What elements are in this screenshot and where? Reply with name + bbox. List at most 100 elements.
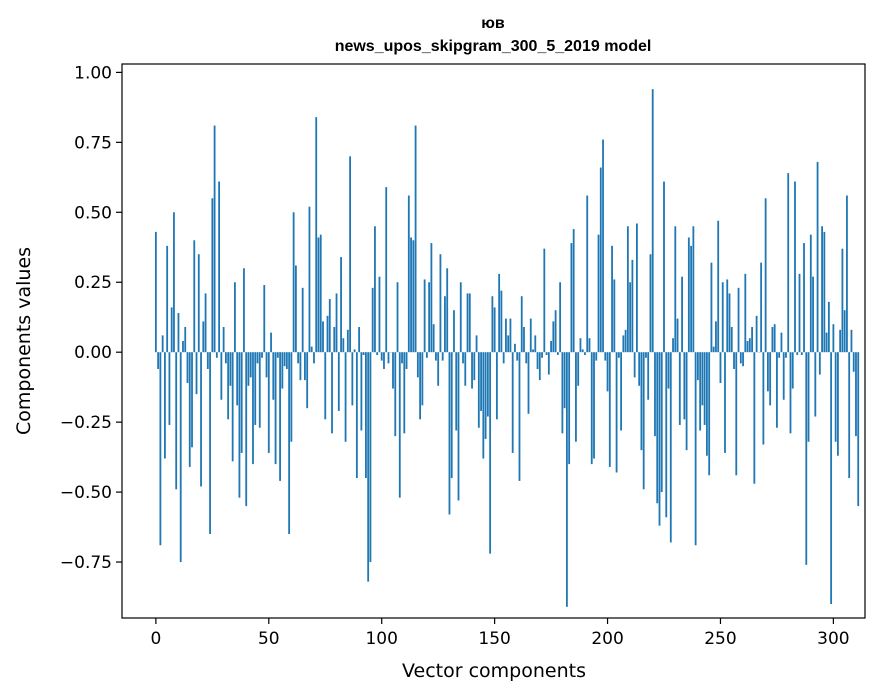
bar-221 [654, 352, 656, 437]
bar-29 [220, 352, 223, 400]
bar-234 [683, 352, 686, 420]
bar-149 [491, 296, 494, 353]
bar-111 [405, 352, 408, 369]
bar-200 [606, 352, 609, 392]
bar-31 [224, 352, 227, 364]
bar-43 [252, 352, 254, 465]
bar-225 [663, 181, 665, 353]
bar-2 [159, 352, 162, 546]
bar-189 [581, 349, 584, 353]
bar-77 [328, 299, 331, 353]
x-tick-label: 250 [704, 629, 736, 649]
bar-176 [552, 321, 555, 353]
bar-219 [649, 254, 652, 353]
bar-171 [541, 352, 543, 358]
bar-1 [157, 352, 160, 369]
bar-87 [351, 352, 354, 406]
bar-132 [453, 310, 455, 353]
bar-186 [575, 352, 577, 442]
bar-207 [622, 335, 625, 353]
bar-54 [276, 352, 279, 358]
bar-47 [261, 352, 263, 358]
bar-108 [398, 352, 401, 498]
bar-28 [218, 181, 221, 353]
bar-183 [568, 352, 571, 465]
bar-281 [789, 352, 792, 434]
bar-296 [823, 231, 826, 353]
bar-114 [412, 240, 415, 353]
y-axis: −0.75 −0.50 −0.25 0.00 0.25 0.50 0.75 1.00 [60, 63, 122, 573]
bar-228 [669, 352, 672, 543]
x-tick-label: 100 [365, 629, 397, 649]
bar-276 [778, 352, 781, 358]
bar-199 [604, 352, 607, 361]
bar-115 [414, 125, 417, 353]
bar-158 [511, 352, 514, 453]
bar-268 [760, 262, 763, 353]
bar-84 [344, 352, 347, 442]
plot-frame [121, 63, 866, 619]
bar-266 [755, 315, 758, 353]
bar-166 [529, 318, 532, 353]
bar-244 [706, 352, 708, 456]
bar-271 [766, 352, 769, 392]
bar-304 [841, 248, 844, 353]
bar-82 [340, 257, 342, 353]
bar-8 [173, 212, 175, 353]
bar-213 [636, 223, 638, 353]
chart-subtitle: news_upos_skipgram_300_5_2019 model [335, 38, 652, 55]
bar-56 [281, 352, 284, 389]
bar-39 [243, 268, 245, 353]
bar-279 [785, 352, 787, 358]
bar-78 [331, 352, 333, 434]
bar-11 [179, 352, 182, 563]
bar-236 [687, 237, 690, 353]
bar-237 [690, 245, 693, 353]
bar-307 [848, 352, 851, 479]
bar-110 [403, 352, 406, 434]
bar-249 [717, 220, 720, 353]
bar-198 [602, 139, 604, 353]
bar-53 [274, 352, 277, 465]
bar-61 [292, 212, 295, 353]
bar-256 [733, 352, 735, 369]
bar-124 [435, 352, 437, 361]
bar-139 [468, 293, 471, 353]
bar-242 [701, 352, 704, 406]
bar-62 [294, 265, 297, 353]
bar-9 [175, 352, 178, 490]
bar-201 [608, 352, 611, 467]
bar-17 [193, 240, 196, 353]
bar-264 [751, 327, 753, 353]
bar-51 [270, 332, 272, 353]
bar-263 [748, 338, 751, 353]
bar-83 [342, 338, 345, 353]
bar-16 [191, 352, 193, 448]
bar-192 [588, 338, 591, 353]
bar-55 [279, 352, 281, 481]
bar-269 [762, 352, 765, 445]
bar-299 [830, 352, 833, 605]
bar-290 [809, 234, 812, 353]
bar-12 [182, 341, 184, 353]
bar-265 [753, 352, 756, 484]
bar-147 [486, 352, 489, 417]
bar-88 [353, 349, 356, 353]
bar-297 [825, 332, 828, 353]
bar-286 [800, 352, 803, 355]
bar-157 [509, 318, 512, 353]
bar-248 [715, 321, 717, 353]
bar-48 [263, 285, 266, 353]
bar-191 [586, 195, 589, 353]
bar-14 [186, 352, 189, 383]
bar-150 [493, 307, 496, 353]
y-tick-label: −0.50 [60, 483, 112, 503]
bar-230 [674, 226, 677, 353]
bar-162 [520, 296, 523, 353]
bar-27 [215, 352, 218, 358]
bar-113 [410, 237, 412, 353]
bar-197 [599, 167, 602, 353]
bar-30 [222, 327, 225, 353]
bar-65 [301, 287, 304, 353]
bar-141 [473, 352, 476, 381]
